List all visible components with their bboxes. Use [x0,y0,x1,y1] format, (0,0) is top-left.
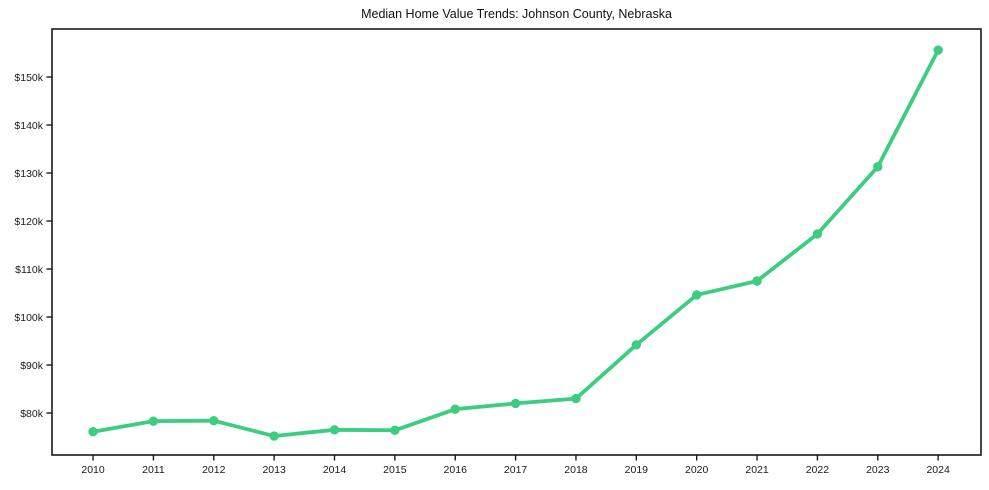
x-tick-label: 2023 [866,464,890,476]
data-point-marker [691,290,702,300]
x-tick-label: 2011 [142,464,165,476]
x-tick-label: 2013 [262,464,286,476]
data-point-marker [209,415,219,426]
y-tick-label: $100k [14,312,43,324]
y-tick-label: $90k [20,360,44,372]
chart-title: Median Home Value Trends: Johnson County… [361,7,672,21]
data-point-marker [933,45,943,55]
y-tick-label: $130k [14,168,43,180]
data-point-marker [450,404,460,414]
data-point-marker [269,431,279,441]
x-tick-label: 2019 [625,464,649,476]
data-point-marker [571,393,581,404]
data-point-marker [812,229,823,239]
x-tick-label: 2021 [745,464,769,476]
x-tick-label: 2016 [444,464,468,476]
data-point-marker [752,276,762,286]
x-tick-label: 2020 [685,464,709,476]
axes-spines [51,28,982,456]
y-tick-label: $150k [14,72,43,84]
y-tick-label: $140k [14,120,43,132]
data-point-marker [873,162,883,172]
y-tick-label: $110k [15,264,44,276]
x-tick-label: 2017 [504,464,528,476]
y-tick-label: $80k [20,408,44,420]
data-point-marker [631,340,642,350]
data-point-marker [88,427,98,437]
x-tick-label: 2014 [323,464,347,476]
data-point-marker [390,425,400,435]
data-point-marker [148,416,159,426]
data-point-marker [510,398,521,409]
x-tick-label: 2015 [383,464,407,476]
series-line [91,48,941,438]
x-tick-label: 2010 [81,464,105,476]
x-tick-label: 2018 [564,464,588,476]
x-tick-label: 2022 [806,464,830,476]
x-tick-label: 2024 [926,464,950,476]
x-tick-label: 2012 [202,464,226,476]
y-tick-label: $120k [14,216,43,228]
data-point-marker [329,425,340,435]
